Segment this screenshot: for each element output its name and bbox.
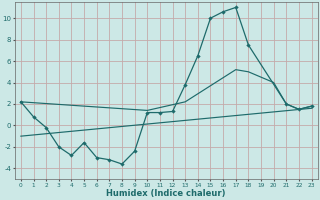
- X-axis label: Humidex (Indice chaleur): Humidex (Indice chaleur): [107, 189, 226, 198]
